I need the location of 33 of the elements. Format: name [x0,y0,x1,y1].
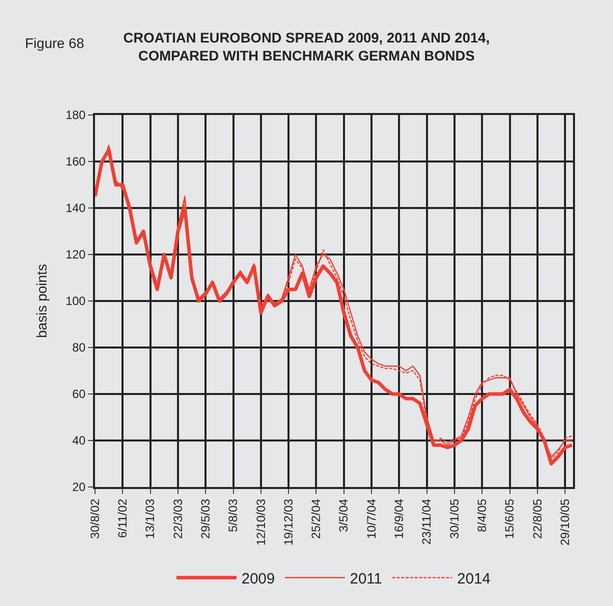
y-tick-label: 100 [66,294,86,308]
x-tick-label: 13/1/03 [143,498,158,539]
x-tick-label: 23/11/04 [420,498,434,545]
y-tick-label: 160 [66,154,86,169]
x-tick-label: 22/3/03 [170,498,185,539]
y-tick-label: 120 [66,248,86,262]
x-tick-label: 30/8/02 [88,498,102,539]
x-tick-label: 8/4/05 [475,498,489,532]
x-tick-label: 10/7/04 [364,498,378,539]
y-tick-label: 60 [72,387,86,402]
x-tick-label: 6/11/02 [116,498,130,538]
x-tick-label: 12/10/03 [254,498,268,546]
y-axis-title: basis points [34,264,50,338]
x-tick-label: 22/8/05 [530,498,544,539]
x-tick-label: 29/5/03 [198,498,212,539]
legend-label: 2011 [350,570,382,588]
x-tick-label: 19/12/03 [281,498,296,546]
x-tick-label: 25/2/04 [309,498,324,539]
x-tick-label: 16/9/04 [392,498,406,539]
x-tick-label: 29/10/05 [558,498,572,546]
x-tick-label: 5/8/03 [226,498,240,532]
legend-label: 2009 [242,570,275,588]
x-tick-label: 30/1/05 [447,498,462,539]
y-tick-label: 180 [66,108,86,122]
y-tick-label: 20 [72,480,86,494]
x-tick-label: 3/5/04 [336,498,351,532]
legend-label: 2014 [457,570,491,588]
y-tick-label: 80 [72,340,86,355]
y-tick-label: 140 [66,201,86,216]
x-tick-label: 15/6/05 [502,498,517,539]
chart-title: CROATIAN EUROBOND SPREAD 2009, 2011 AND 2014, COMPARED WITH BENCHMARK GERMAN BONDS [123,29,490,64]
caption: Figure 68 [25,35,84,51]
y-tick-label: 40 [72,434,86,448]
